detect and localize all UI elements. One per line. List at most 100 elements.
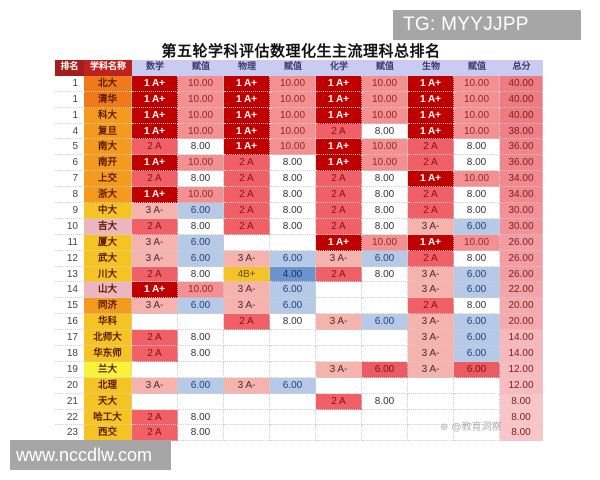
biology-value-cell: 10.00 (454, 123, 500, 140)
biology-grade-cell: 1 A+ (408, 91, 454, 108)
chemistry-grade-cell: 2 A (316, 203, 362, 219)
biology-grade-cell (408, 409, 454, 426)
math-grade-cell (132, 393, 178, 410)
math-grade-cell: 2 A (132, 346, 178, 362)
physics-value-cell: 8.00 (270, 314, 316, 331)
math-value-cell (178, 361, 224, 378)
physics-value-cell: 6.00 (270, 250, 316, 267)
chemistry-grade-cell (316, 282, 362, 299)
total-score-cell: 36.00 (500, 139, 543, 156)
biology-grade-cell: 3 A- (408, 361, 454, 378)
chemistry-value-cell: 10.00 (362, 75, 408, 92)
chemistry-grade-cell: 2 A (316, 123, 362, 140)
chemistry-grade-cell: 3 A- (316, 361, 362, 378)
physics-value-cell: 10.00 (270, 75, 316, 92)
university-name-cell: 华科 (84, 314, 132, 331)
biology-value-cell (454, 393, 500, 410)
chemistry-value-cell (362, 298, 408, 315)
total-score-cell: 8.00 (500, 425, 543, 442)
math-value-cell: 8.00 (178, 346, 224, 362)
table-row: 19 兰大 3 A- 6.00 3 A- 6.00 12.00 (55, 361, 547, 378)
chemistry-value-cell (362, 409, 408, 426)
math-value-cell: 10.00 (178, 75, 224, 92)
chemistry-grade-cell (316, 330, 362, 347)
chemistry-grade-cell: 2 A (316, 266, 362, 283)
math-grade-cell: 2 A (132, 139, 178, 156)
math-grade-cell: 2 A (132, 409, 178, 426)
biology-grade-cell: 2 A (408, 139, 454, 156)
chemistry-grade-cell (316, 298, 362, 315)
math-grade-cell: 3 A- (132, 234, 178, 251)
physics-value-cell: 8.00 (270, 187, 316, 204)
rank-cell: 23 (55, 425, 84, 442)
table-row: 21 天大 2 A 8.00 8.00 (55, 393, 547, 410)
biology-value-cell: 8.00 (454, 187, 500, 204)
math-grade-cell: 1 A+ (132, 187, 178, 204)
table-row: 7 上交 2 A 8.00 2 A 8.00 2 A 8.00 1 A+ 10.00 34.00 (55, 171, 547, 188)
watermark-source: ⊕ @教育洞察 (440, 422, 502, 433)
rank-cell: 17 (55, 330, 84, 347)
table-row: 17 北师大 2 A 8.00 3 A- 6.00 14.00 (55, 330, 547, 347)
rank-cell: 18 (55, 346, 84, 362)
header-math-value: 赋值 (178, 60, 224, 76)
physics-value-cell (270, 409, 316, 426)
chemistry-value-cell: 8.00 (362, 171, 408, 188)
chemistry-grade-cell: 2 A (316, 187, 362, 204)
chemistry-value-cell (362, 282, 408, 299)
physics-value-cell: 8.00 (270, 155, 316, 172)
university-name-cell: 南大 (84, 139, 132, 156)
chemistry-value-cell (362, 346, 408, 362)
total-score-cell: 40.00 (500, 91, 543, 108)
rank-cell: 7 (55, 171, 84, 188)
physics-value-cell: 8.00 (270, 171, 316, 188)
physics-grade-cell: 1 A+ (224, 107, 270, 124)
biology-grade-cell: 3 A- (408, 330, 454, 347)
chemistry-value-cell: 10.00 (362, 155, 408, 172)
university-name-cell: 吉大 (84, 218, 132, 235)
header-biology-value: 赋值 (454, 60, 500, 76)
university-name-cell: 北师大 (84, 330, 132, 347)
physics-value-cell (270, 393, 316, 410)
math-grade-cell: 1 A+ (132, 282, 178, 299)
total-score-cell: 20.00 (500, 314, 543, 331)
table-row: 13 川大 2 A 8.00 4B+ 4.00 2 A 8.00 3 A- 6.00 26.00 (55, 266, 547, 283)
physics-value-cell: 6.00 (270, 298, 316, 315)
rank-cell: 9 (55, 203, 84, 219)
total-score-cell: 12.00 (500, 361, 543, 378)
chemistry-grade-cell: 3 A- (316, 250, 362, 267)
table-row: 16 华科 2 A 8.00 3 A- 6.00 3 A- 6.00 20.00 (55, 314, 547, 331)
physics-grade-cell: 2 A (224, 203, 270, 219)
university-name-cell: 兰大 (84, 361, 132, 378)
rank-cell: 6 (55, 155, 84, 172)
rank-cell: 22 (55, 409, 84, 426)
table-header-row: 排名 学科名称 数学 赋值 物理 赋值 化学 赋值 生物 赋值 总分 (55, 60, 547, 76)
table-row: 15 同济 3 A- 6.00 3 A- 6.00 2 A 8.00 20.00 (55, 298, 547, 315)
chemistry-grade-cell: 1 A+ (316, 75, 362, 92)
rank-cell: 1 (55, 107, 84, 124)
chemistry-value-cell: 6.00 (362, 361, 408, 378)
rank-cell: 10 (55, 218, 84, 235)
math-value-cell: 6.00 (178, 298, 224, 315)
header-rank: 排名 (55, 60, 84, 76)
header-name: 学科名称 (84, 60, 132, 76)
physics-value-cell (270, 234, 316, 251)
table-row: 23 西交 2 A 8.00 8.00 (55, 425, 547, 442)
rank-cell: 20 (55, 377, 84, 394)
chemistry-value-cell: 6.00 (362, 250, 408, 267)
physics-grade-cell (224, 330, 270, 347)
rank-cell: 1 (55, 91, 84, 108)
table-row: 1 科大 1 A+ 10.00 1 A+ 10.00 1 A+ 10.00 1 A+ 10.00 4… (55, 107, 547, 124)
university-name-cell: 中大 (84, 203, 132, 219)
total-score-cell: 14.00 (500, 346, 543, 362)
physics-value-cell (270, 425, 316, 442)
math-grade-cell (132, 314, 178, 331)
math-value-cell: 6.00 (178, 234, 224, 251)
biology-grade-cell: 3 A- (408, 314, 454, 331)
chemistry-grade-cell: 2 A (316, 218, 362, 235)
chemistry-value-cell (362, 330, 408, 347)
biology-value-cell: 8.00 (454, 139, 500, 156)
biology-grade-cell: 3 A- (408, 282, 454, 299)
rank-cell: 5 (55, 139, 84, 156)
table-row: 11 厦大 3 A- 6.00 1 A+ 10.00 1 A+ 10.00 26.00 (55, 234, 547, 251)
physics-grade-cell: 3 A- (224, 298, 270, 315)
